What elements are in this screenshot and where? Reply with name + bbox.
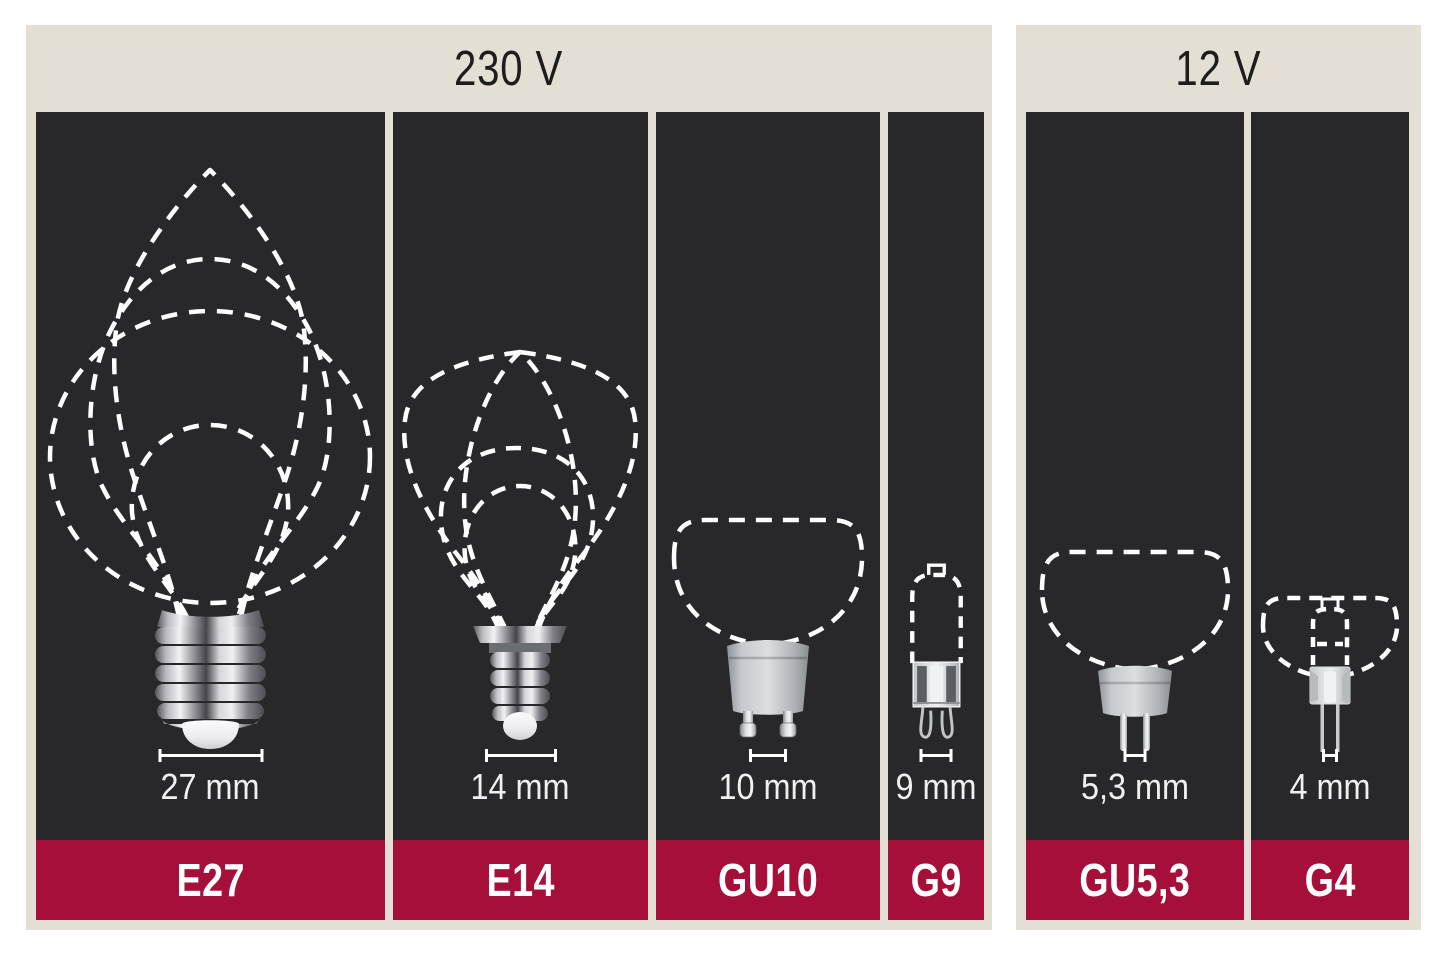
- panel-footer-gu53: GU5,3: [1026, 840, 1244, 920]
- panel-row-230v: 27 mm E27: [26, 112, 992, 930]
- gu10-measure-line: [749, 749, 787, 762]
- panel-gu10: 10 mm GU10: [656, 112, 880, 920]
- gu10-illustration: [671, 517, 865, 738]
- bulb-outlines-icon: [47, 167, 373, 619]
- reflector-outline-icon: [1039, 549, 1231, 673]
- panel-footer-g9: G9: [888, 840, 984, 920]
- g9-diameter-label: 9 mm: [895, 766, 977, 807]
- g9-illustration: [910, 563, 963, 739]
- g4-diameter-label: 4 mm: [1289, 766, 1371, 807]
- panel-e14: 14 mm E14: [393, 112, 648, 920]
- panel-gu10-illustration-area: 10 mm: [656, 112, 880, 840]
- g9-loop-pin-socket-icon: [912, 661, 961, 739]
- capsule-tip-icon: [1320, 597, 1340, 609]
- e14-screw-socket-icon: [473, 626, 567, 740]
- socket-name-label: GU10: [717, 854, 819, 906]
- e14-measure-line: [484, 749, 557, 762]
- panel-gu53-illustration-area: 5,3 mm: [1026, 112, 1244, 840]
- group-header-230v: 230 V: [26, 25, 992, 112]
- panel-e14-illustration-area: 14 mm: [393, 112, 648, 840]
- group-header-12v: 12 V: [1016, 25, 1421, 112]
- gu53-diameter-label: 5,3 mm: [1080, 766, 1190, 807]
- gu53-illustration: [1039, 549, 1231, 751]
- gu53-pin-socket-icon: [1098, 665, 1172, 751]
- reflector-outline-icon: [671, 517, 865, 648]
- e27-measure-line: [158, 749, 263, 762]
- capsule-outline-icon: [910, 572, 963, 664]
- socket-name-label: GU5,3: [1079, 854, 1191, 906]
- panel-g9: 9 mm G9: [888, 112, 984, 920]
- socket-name-label: E27: [176, 854, 245, 906]
- panel-g4-illustration-area: 4 mm: [1251, 112, 1409, 840]
- e14-diameter-label: 14 mm: [470, 766, 571, 807]
- e27-diameter-label: 27 mm: [160, 766, 261, 807]
- panel-footer-e27: E27: [36, 840, 385, 920]
- panel-g9-illustration-area: 9 mm: [888, 112, 984, 840]
- g4-measure-line: [1322, 749, 1338, 762]
- gu53-measure-line: [1123, 749, 1147, 762]
- e27-illustration: [47, 167, 373, 749]
- g9-measure-line: [919, 749, 953, 762]
- reflector-outline-icon: [1260, 595, 1400, 681]
- gu10-diameter-label: 10 mm: [718, 766, 818, 807]
- voltage-group-230v: 230 V: [26, 25, 992, 930]
- panel-e27-illustration-area: 27 mm: [36, 112, 385, 840]
- capsule-outline-icon: [1310, 606, 1350, 665]
- g4-pin-socket-icon: [1309, 666, 1351, 752]
- socket-name-label: G4: [1304, 854, 1356, 906]
- bulb-outlines-icon: [401, 349, 639, 631]
- panel-footer-gu10: GU10: [656, 840, 880, 920]
- g4-illustration: [1260, 595, 1400, 752]
- panel-e27: 27 mm E27: [36, 112, 385, 920]
- e27-screw-socket-icon: [155, 610, 266, 749]
- e14-illustration: [401, 349, 639, 740]
- socket-name-label: E14: [486, 854, 555, 906]
- capsule-tip-icon: [927, 563, 946, 575]
- panel-footer-g4: G4: [1251, 840, 1409, 920]
- gu10-twist-socket-icon: [727, 640, 809, 738]
- panel-footer-e14: E14: [393, 840, 648, 920]
- panel-row-12v: 5,3 mm GU5,3: [1016, 112, 1421, 930]
- panel-g4: 4 mm G4: [1251, 112, 1409, 920]
- voltage-label: 12 V: [1175, 41, 1262, 96]
- panel-gu53: 5,3 mm GU5,3: [1026, 112, 1244, 920]
- socket-name-label: G9: [910, 854, 962, 906]
- voltage-label: 230 V: [454, 41, 564, 96]
- voltage-group-12v: 12 V: [1016, 25, 1421, 930]
